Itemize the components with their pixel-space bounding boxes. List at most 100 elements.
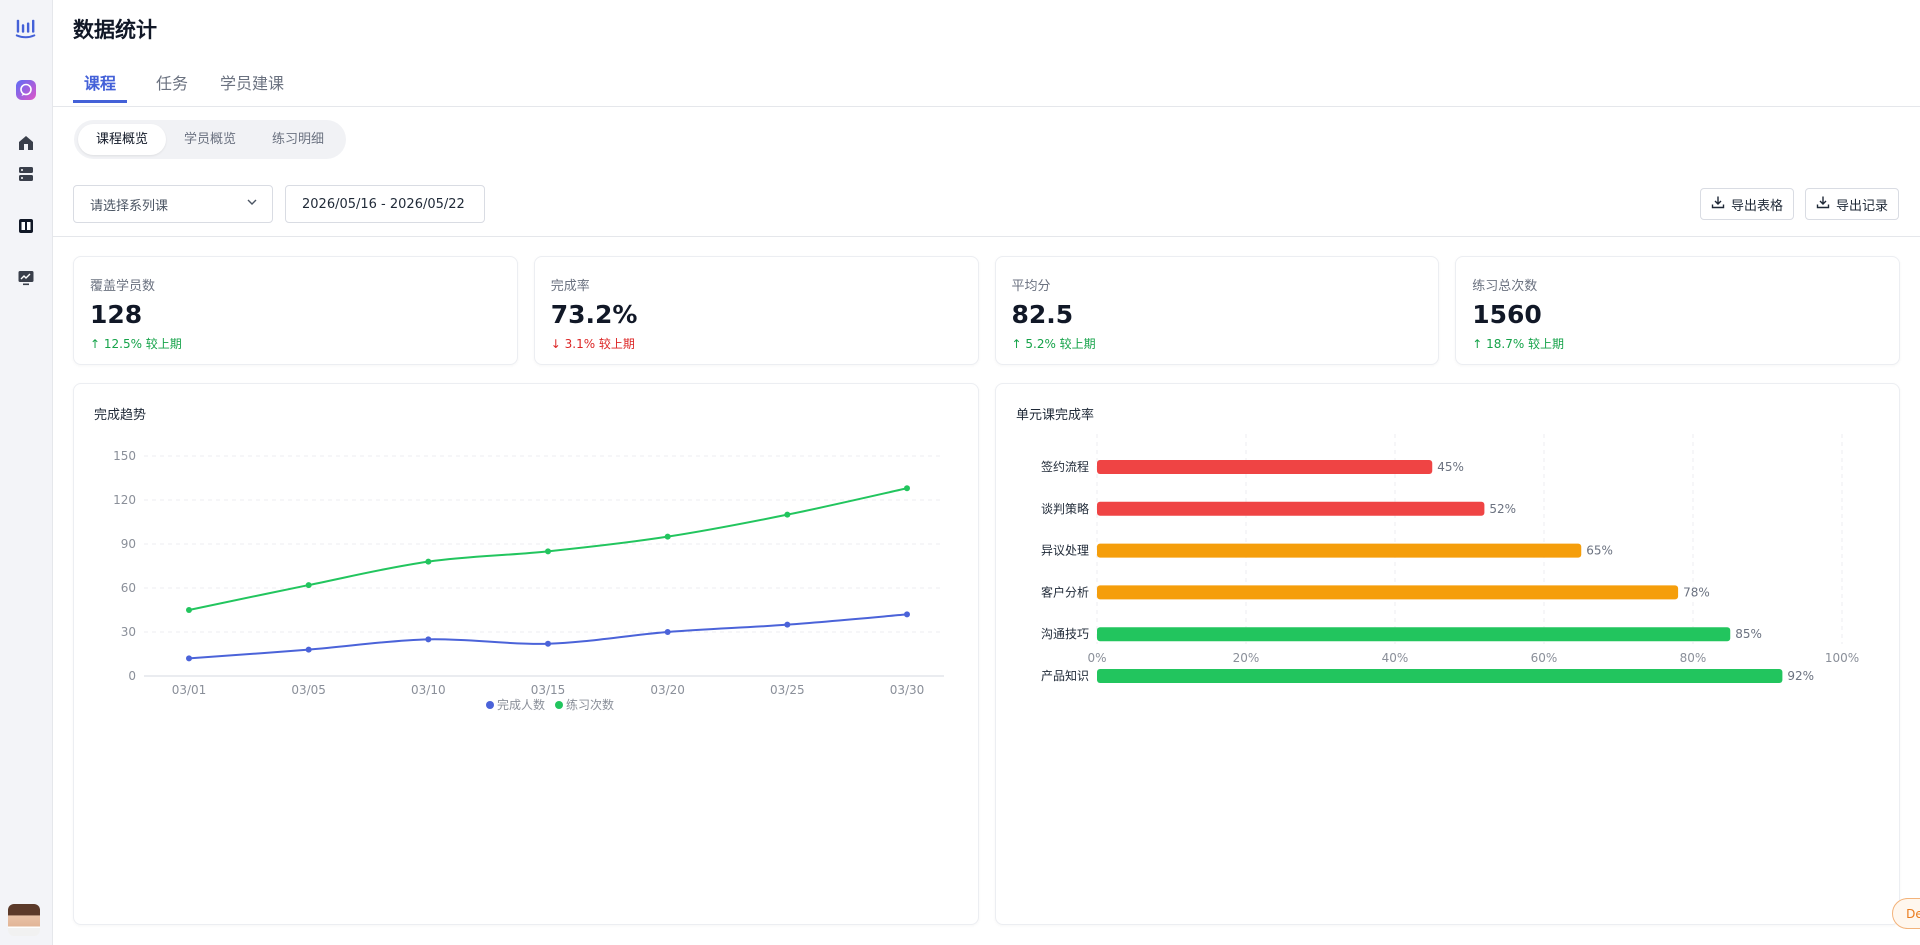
x-tick-label: 03/20 xyxy=(650,683,685,697)
main-content: 数据统计 课程 任务 学员建课 课程概览 学员概览 练习明细 请选择系列课 20… xyxy=(53,0,1920,945)
bar-value-label: 65% xyxy=(1586,544,1613,558)
sidebar xyxy=(0,0,53,945)
series-select[interactable]: 请选择系列课 xyxy=(73,185,273,223)
stat-label: 覆盖学员数 xyxy=(90,279,156,294)
data-point xyxy=(545,548,551,555)
category-label: 沟通技巧 xyxy=(1041,627,1089,641)
x-tick-label: 03/10 xyxy=(411,683,446,697)
stat-value: 1560 xyxy=(1472,300,1542,329)
data-point xyxy=(784,511,791,518)
x-tick-label: 03/01 xyxy=(172,683,207,697)
tab-student-course[interactable]: 学员建课 xyxy=(220,74,285,93)
export-records-label: 导出记录 xyxy=(1836,198,1889,214)
data-point xyxy=(904,611,910,618)
bar xyxy=(1097,585,1679,600)
export-table-label: 导出表格 xyxy=(1731,198,1784,214)
category-label: 签约流程 xyxy=(1041,459,1089,474)
trend-chart-title: 完成趋势 xyxy=(94,408,147,423)
series-select-placeholder: 请选择系列课 xyxy=(90,198,169,214)
category-label: 产品知识 xyxy=(1041,669,1089,683)
x-tick-label: 20% xyxy=(1233,651,1260,665)
stat-value: 73.2% xyxy=(550,300,638,329)
stat-card: 练习总次数 1560 ↑ 18.7% 较上期 xyxy=(1455,256,1900,365)
data-point xyxy=(904,485,910,492)
legend-marker xyxy=(555,701,563,709)
bar xyxy=(1097,669,1783,683)
date-range-value: 2026/05/16 - 2026/05/22 xyxy=(302,196,465,212)
stat-label: 完成率 xyxy=(550,279,590,294)
trend-chart-panel: 完成趋势 0 30 60 90 120 150 03/01 03/05 03/10 03/15 03… xyxy=(73,383,979,925)
data-point xyxy=(784,621,791,628)
stat-change: ↑ 18.7% 较上期 xyxy=(1472,337,1565,351)
logo-bars-icon[interactable] xyxy=(14,16,38,40)
bar xyxy=(1097,460,1433,474)
category-label: 客户分析 xyxy=(1041,584,1089,599)
x-tick-label: 03/30 xyxy=(890,683,925,697)
data-point xyxy=(425,636,432,643)
legend-label: 完成人数 xyxy=(497,697,545,712)
legend-marker xyxy=(486,701,494,709)
x-tick-label: 0% xyxy=(1087,651,1106,665)
subtab-student-overview[interactable]: 学员概览 xyxy=(184,132,237,147)
stat-change: ↑ 12.5% 较上期 xyxy=(90,337,182,351)
bar xyxy=(1097,543,1582,558)
x-tick-label: 100% xyxy=(1825,651,1859,665)
trend-line-chart: 0 30 60 90 120 150 03/01 03/05 03/10 03/15 03/20 03… xyxy=(113,449,944,712)
bar-value-label: 52% xyxy=(1489,502,1516,516)
y-tick-label: 120 xyxy=(113,493,136,507)
stat-change: ↓ 3.1% 较上期 xyxy=(550,337,635,351)
data-point xyxy=(186,655,192,662)
y-tick-label: 60 xyxy=(121,581,136,595)
stat-value: 128 xyxy=(90,300,143,329)
avatar[interactable] xyxy=(8,904,40,936)
tabs-divider xyxy=(53,106,1920,107)
bar-value-label: 45% xyxy=(1437,460,1464,474)
book-icon[interactable] xyxy=(14,214,38,238)
category-label: 异议处理 xyxy=(1041,544,1089,558)
bar-value-label: 92% xyxy=(1787,669,1814,683)
y-tick-label: 150 xyxy=(113,449,136,463)
export-table-button[interactable]: 导出表格 xyxy=(1700,188,1795,220)
subtab-practice-detail[interactable]: 练习明细 xyxy=(272,132,325,147)
top-tabs: 课程 任务 学员建课 xyxy=(73,70,295,103)
export-records-button[interactable]: 导出记录 xyxy=(1805,188,1900,220)
data-point xyxy=(664,533,671,540)
series-line-completions xyxy=(188,613,908,660)
bar xyxy=(1097,501,1485,516)
stat-cards: 覆盖学员数 128 ↑ 12.5% 较上期 完成率 73.2% ↓ 3.1% 较… xyxy=(73,256,1900,365)
stat-value: 82.5 xyxy=(1011,300,1074,329)
bar-value-label: 78% xyxy=(1683,585,1710,599)
download-icon xyxy=(1816,195,1830,213)
x-tick-label: 03/15 xyxy=(531,683,566,697)
data-point xyxy=(305,646,312,653)
bar-value-label: 85% xyxy=(1735,627,1762,641)
subtab-segment: 课程概览 学员概览 练习明细 xyxy=(74,120,347,159)
x-tick-label: 03/05 xyxy=(291,683,326,697)
unit-completion-bar-chart: 0% 20% 40% 60% 80% 100% 签约流程 45% 谈判策略 52% 异议处理 65% 客… xyxy=(1041,434,1859,683)
tab-task[interactable]: 任务 xyxy=(156,74,189,93)
demo-badge[interactable]: Demo xyxy=(1892,898,1920,929)
data-point xyxy=(545,640,551,647)
tab-course[interactable]: 课程 xyxy=(73,70,128,103)
x-tick-label: 60% xyxy=(1531,651,1558,665)
filter-divider xyxy=(53,236,1920,237)
monitor-chart-icon[interactable] xyxy=(14,266,38,290)
y-tick-label: 90 xyxy=(121,537,136,551)
stat-change: ↑ 5.2% 较上期 xyxy=(1011,337,1096,351)
stat-label: 练习总次数 xyxy=(1472,279,1538,294)
date-range-picker[interactable]: 2026/05/16 - 2026/05/22 xyxy=(285,185,485,223)
stat-card: 完成率 73.2% ↓ 3.1% 较上期 xyxy=(533,256,979,365)
stat-card: 覆盖学员数 128 ↑ 12.5% 较上期 xyxy=(73,256,518,365)
category-label: 谈判策略 xyxy=(1041,501,1089,516)
home-icon[interactable] xyxy=(14,131,38,155)
y-tick-label: 30 xyxy=(121,625,136,639)
page-title: 数据统计 xyxy=(73,18,157,42)
stat-label: 平均分 xyxy=(1011,279,1051,294)
bar xyxy=(1097,627,1731,642)
unit-completion-title: 单元课完成率 xyxy=(1016,408,1095,423)
subtab-course-overview[interactable]: 课程概览 xyxy=(78,124,167,155)
download-icon xyxy=(1711,195,1725,213)
stat-card: 平均分 82.5 ↑ 5.2% 较上期 xyxy=(994,256,1440,365)
chat-bubble-icon[interactable] xyxy=(14,78,38,102)
server-icon[interactable] xyxy=(14,162,38,186)
